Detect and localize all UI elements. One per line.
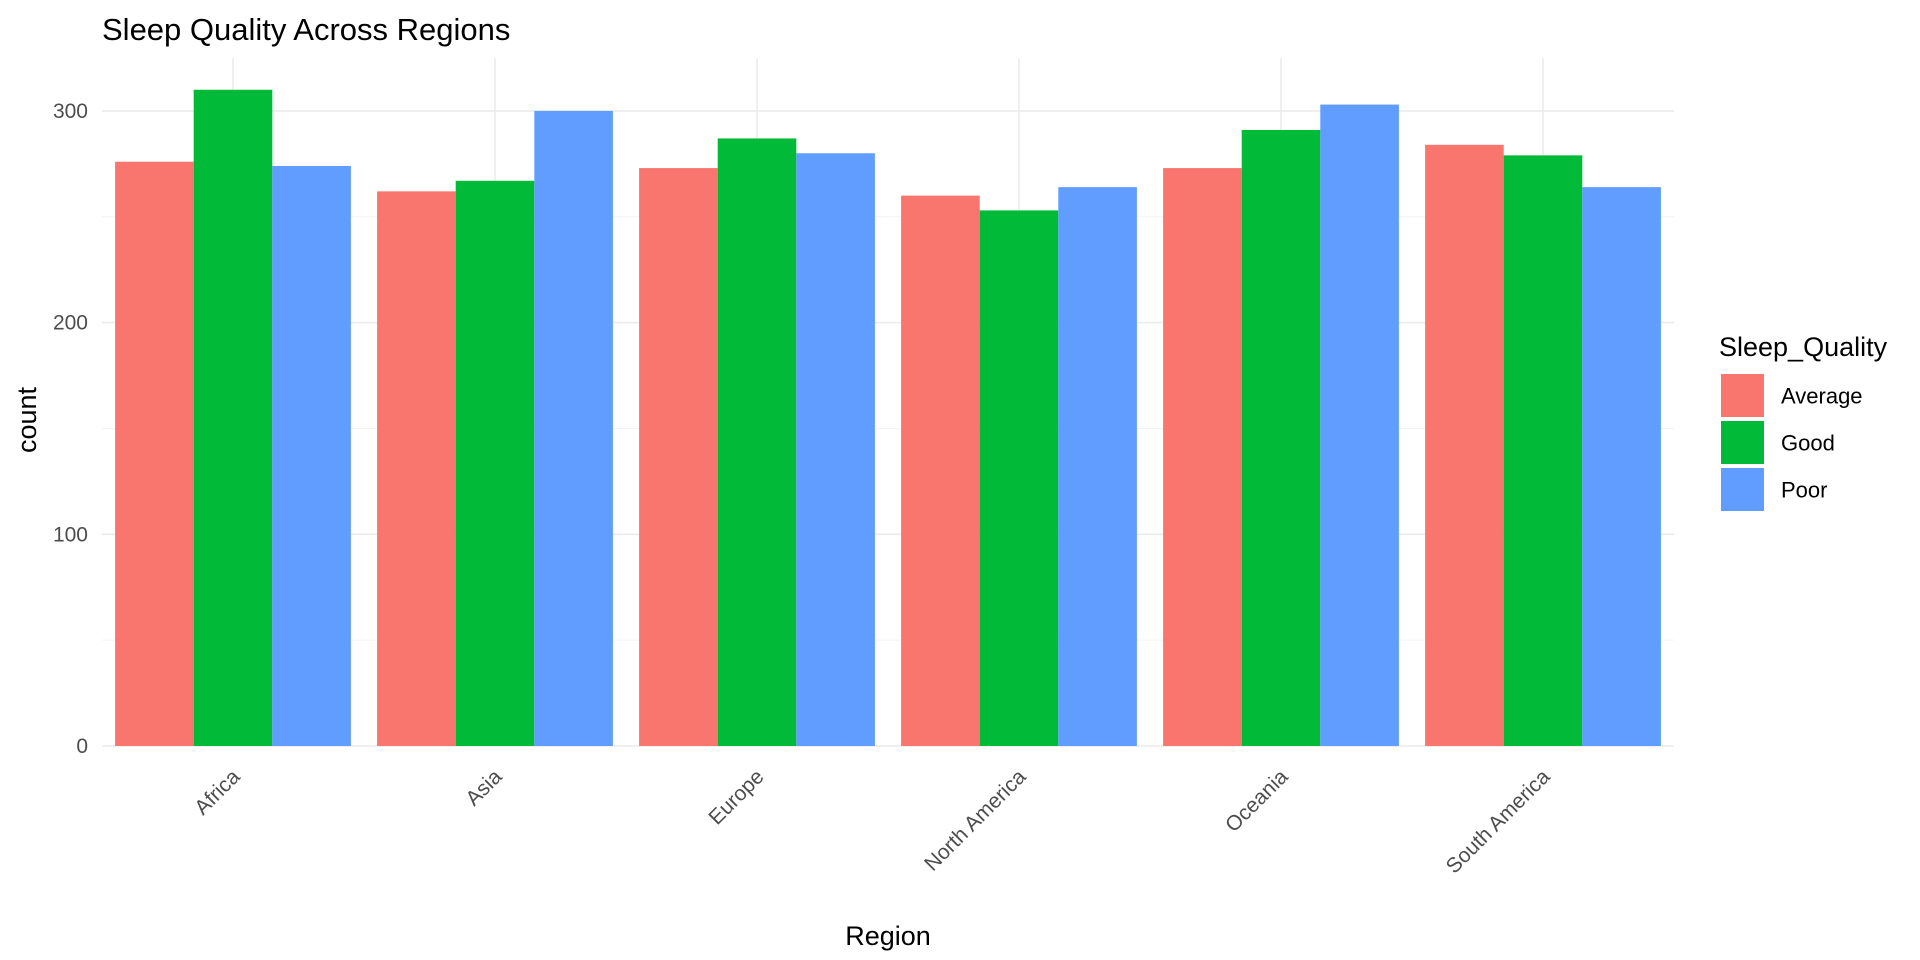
bar-south-america-average (1425, 144, 1504, 747)
x-axis-title: Region (845, 921, 931, 951)
x-tick-label: Europe (704, 765, 768, 829)
x-tick-label: Africa (190, 765, 244, 819)
bar-north-america-average (901, 195, 980, 747)
legend: Sleep_Quality Average Good Poor (1719, 332, 1888, 511)
x-tick-label: Oceania (1221, 765, 1293, 837)
bar-europe-good (717, 138, 797, 747)
bar-south-america-poor (1582, 187, 1661, 746)
bar-africa-poor (272, 165, 351, 746)
x-tick-label: South America (1442, 765, 1555, 878)
x-axis: Africa Asia Europe North America Oceania Sout… (190, 765, 1554, 878)
bar-oceania-poor (1320, 104, 1399, 746)
x-tick-label: North America (920, 765, 1031, 876)
legend-label-poor: Poor (1781, 478, 1827, 503)
bar-africa-average (115, 161, 194, 746)
bar-north-america-poor (1058, 187, 1137, 746)
bar-europe-average (639, 168, 718, 746)
y-tick-label: 0 (76, 735, 88, 758)
y-axis-title: count (12, 386, 42, 453)
bars (115, 89, 1661, 747)
y-axis: 0 100 200 300 (53, 100, 88, 758)
bar-europe-poor (796, 153, 875, 746)
bar-asia-average (377, 191, 456, 746)
legend-label-good: Good (1781, 431, 1835, 456)
legend-title: Sleep_Quality (1719, 332, 1888, 362)
bar-north-america-good (979, 210, 1059, 746)
y-tick-label: 200 (53, 312, 88, 335)
bar-south-america-good (1503, 155, 1583, 746)
x-tick-label: Asia (461, 765, 506, 810)
bar-asia-poor (534, 110, 613, 746)
legend-label-average: Average (1781, 384, 1863, 409)
legend-key-average (1721, 374, 1764, 417)
legend-key-poor (1721, 468, 1764, 511)
bar-asia-good (455, 180, 535, 746)
y-tick-label: 300 (53, 100, 88, 123)
bar-africa-good (193, 89, 273, 746)
bar-oceania-good (1241, 129, 1321, 746)
legend-key-good (1721, 421, 1764, 464)
bar-oceania-average (1163, 168, 1242, 746)
chart-title: Sleep Quality Across Regions (102, 12, 510, 47)
y-tick-label: 100 (53, 523, 88, 546)
